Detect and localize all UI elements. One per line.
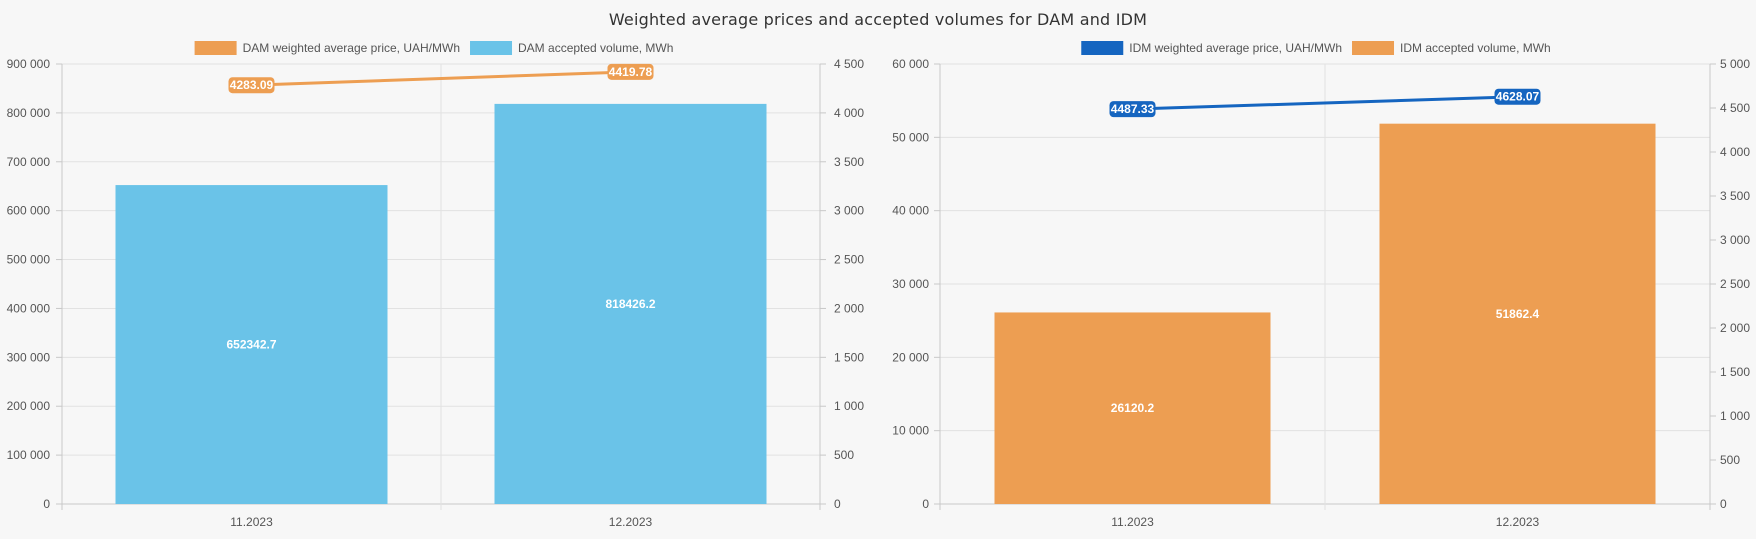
left-axis-tick-label: 700 000 xyxy=(7,155,51,169)
series-line xyxy=(251,70,631,87)
right-axis-tick-label: 4 500 xyxy=(1720,101,1750,115)
left-axis-tick-label: 200 000 xyxy=(7,399,51,413)
legend-swatch[interactable] xyxy=(194,41,237,55)
x-axis-tick-label: 12.2023 xyxy=(1496,515,1540,529)
bar xyxy=(994,312,1271,504)
left-axis-tick-label: 600 000 xyxy=(7,204,51,218)
x-axis-tick-label: 11.2023 xyxy=(1111,515,1154,529)
line-point-label-box xyxy=(1109,101,1156,118)
chart-2: 0 10 000 20 000 30 000 40 000 50 000 60 000 0 50… xyxy=(892,41,1750,529)
left-axis-tick-label: 400 000 xyxy=(7,301,51,315)
right-axis-tick-label: 3 500 xyxy=(834,155,864,169)
right-axis-tick-label: 2 000 xyxy=(1720,321,1750,335)
right-axis-tick-label: 3 000 xyxy=(1720,233,1750,247)
legend-swatch[interactable] xyxy=(1081,41,1124,55)
right-axis-tick-label: 1 000 xyxy=(1720,409,1750,423)
bar-value-label: 51862.4 xyxy=(1496,307,1540,321)
bar xyxy=(494,103,767,504)
bar xyxy=(1379,123,1656,505)
bar xyxy=(115,185,388,504)
right-axis-tick-label: 3 500 xyxy=(1720,189,1750,203)
right-axis-tick-label: 3 000 xyxy=(834,204,864,218)
left-axis-tick-label: 60 000 xyxy=(892,57,929,71)
legend-swatch[interactable] xyxy=(1352,41,1395,55)
right-axis-tick-label: 1 000 xyxy=(834,399,864,413)
line-point-label: 4487.33 xyxy=(1111,102,1155,116)
legend: IDM weighted average price, UAH/MWh IDM a… xyxy=(1081,41,1551,55)
right-axis-tick-label: 2 000 xyxy=(834,301,864,315)
legend-label: IDM weighted average price, UAH/MWh xyxy=(1129,41,1342,55)
line-point-label-box xyxy=(607,63,654,80)
right-axis-tick-label: 1 500 xyxy=(1720,365,1750,379)
legend-swatch[interactable] xyxy=(470,41,513,55)
right-axis-tick-label: 0 xyxy=(834,497,841,511)
bar-value-label: 26120.2 xyxy=(1111,401,1155,415)
right-axis-tick-label: 500 xyxy=(834,448,854,462)
series-line xyxy=(1132,95,1518,111)
left-axis-tick-label: 300 000 xyxy=(7,350,51,364)
bar-value-label: 818426.2 xyxy=(605,297,655,311)
right-axis-tick-label: 4 000 xyxy=(834,106,864,120)
left-axis-tick-label: 40 000 xyxy=(892,204,929,218)
x-axis-tick-label: 11.2023 xyxy=(230,515,273,529)
left-axis-tick-label: 50 000 xyxy=(892,130,929,144)
left-axis-tick-label: 500 000 xyxy=(7,253,51,267)
legend-label: DAM accepted volume, MWh xyxy=(518,41,673,55)
left-axis-tick-label: 20 000 xyxy=(892,350,929,364)
left-axis-tick-label: 0 xyxy=(922,497,929,511)
right-axis-tick-label: 4 500 xyxy=(834,57,864,71)
right-axis-tick-label: 500 xyxy=(1720,453,1740,467)
x-axis-tick-label: 12.2023 xyxy=(609,515,653,529)
left-axis-tick-label: 100 000 xyxy=(7,448,51,462)
chart-1: 0 100 000 200 000 300 000 400 000 500 000 600 … xyxy=(7,41,864,529)
left-axis-tick-label: 10 000 xyxy=(892,424,929,438)
left-axis-tick-label: 900 000 xyxy=(7,57,51,71)
legend: DAM weighted average price, UAH/MWh DAM a… xyxy=(194,41,673,55)
bar-value-label: 652342.7 xyxy=(226,338,276,352)
right-axis-tick-label: 0 xyxy=(1720,497,1727,511)
line-point-label-box xyxy=(228,77,275,94)
legend-label: IDM accepted volume, MWh xyxy=(1400,41,1551,55)
right-axis-tick-label: 5 000 xyxy=(1720,57,1750,71)
legend-label: DAM weighted average price, UAH/MWh xyxy=(243,41,460,55)
left-axis-tick-label: 0 xyxy=(43,497,50,511)
right-axis-tick-label: 4 000 xyxy=(1720,145,1750,159)
right-axis-tick-label: 1 500 xyxy=(834,350,864,364)
left-axis-tick-label: 30 000 xyxy=(892,277,929,291)
left-axis-tick-label: 800 000 xyxy=(7,106,51,120)
line-point-label-box xyxy=(1494,88,1541,105)
right-axis-tick-label: 2 500 xyxy=(834,253,864,267)
line-point-label: 4283.09 xyxy=(230,78,274,92)
line-point-label: 4628.07 xyxy=(1496,90,1540,104)
right-axis-tick-label: 2 500 xyxy=(1720,277,1750,291)
line-point-label: 4419.78 xyxy=(609,65,653,79)
page-title: Weighted average prices and accepted vol… xyxy=(608,10,1148,29)
